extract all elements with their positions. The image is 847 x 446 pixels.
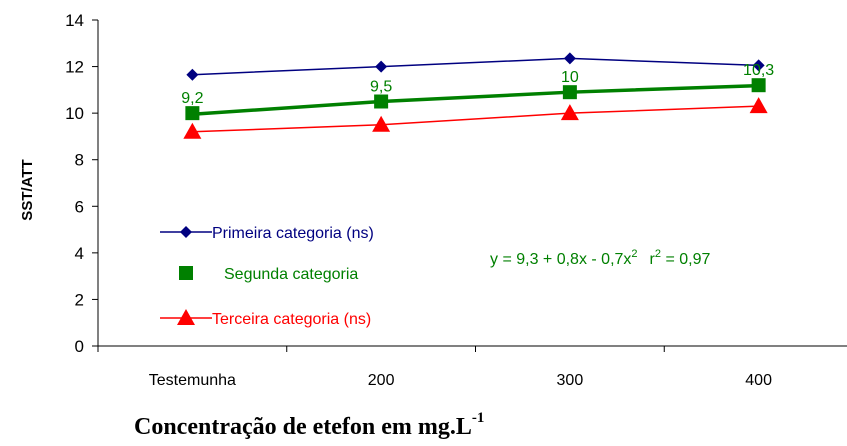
y-tick-label: 14 [65,11,84,30]
legend-marker [177,309,195,325]
y-tick-label: 4 [75,244,84,263]
legend: Primeira categoria (ns) Segunda categoria… [160,225,374,328]
data-point-terceira [560,104,579,121]
legend-label: Primeira categoria (ns) [212,225,374,242]
y-tick-label: 6 [75,197,84,216]
r2-sup: 2 [655,248,661,260]
data-label: 10,3 [743,62,774,79]
x-tick-label: 300 [557,372,584,389]
data-label: 10 [561,69,579,86]
data-point-segunda [751,78,766,93]
data-point-segunda [185,106,200,121]
regression-equation: y = 9,3 + 0,8x - 0,7x2 r2 = 0,97 [490,248,710,268]
legend-label: Segunda categoria [224,266,358,283]
axes: 0 2 4 6 8 10 12 14 Testemunha 200 300 400 [65,11,847,389]
trendline-layer [192,83,759,117]
x-axis-title-main: Concentração de etefon em mg.L [134,414,472,440]
y-tick-label: 0 [75,337,84,356]
r2-prefix: r [650,251,656,268]
x-tick-label: 400 [745,372,772,389]
legend-label: Terceira categoria (ns) [212,311,371,328]
x-axis-title-sup: -1 [472,410,485,426]
data-point-terceira [183,122,202,139]
data-label: 9,2 [181,90,203,107]
r2-value: = 0,97 [661,251,710,268]
trendline-segunda [192,83,759,117]
y-tick-label: 10 [65,104,84,123]
series-line-primeira [192,57,759,76]
series-line-terceira [192,105,759,133]
data-point-segunda [374,94,389,109]
series-layer [183,52,768,139]
x-tick-label: Testemunha [149,372,236,389]
y-tick-label: 12 [65,58,84,77]
legend-marker [179,266,193,280]
data-point-primeira [563,52,576,65]
data-label: 9,5 [370,79,392,96]
data-point-segunda [562,85,577,100]
equation-sup: 2 [631,248,637,260]
legend-marker [180,226,192,238]
x-tick-label: 200 [368,372,395,389]
y-axis-title: SST/ATT [19,159,36,220]
data-point-primeira [186,68,199,81]
equation-main: y = 9,3 + 0,8x - 0,7x [490,251,631,268]
data-point-primeira [375,60,388,73]
data-point-terceira [749,97,768,114]
data-point-primeira [752,59,765,72]
y-tick-label: 8 [75,151,84,170]
data-point-terceira [372,115,391,132]
x-axis-title: Concentração de etefon em mg.L-1 [134,410,484,440]
data-labels-layer: 9,2 9,5 10 10,3 [181,62,774,107]
y-tick-label: 2 [75,290,84,309]
